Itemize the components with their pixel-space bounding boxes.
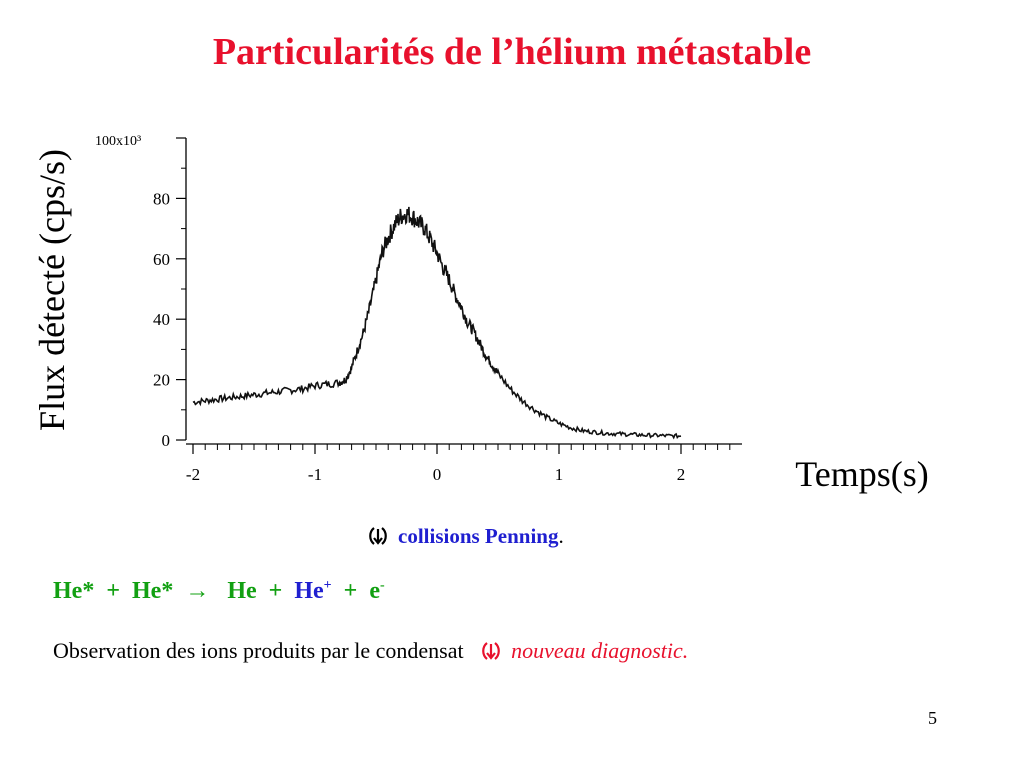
reaction-equation: He* + He* → He + He+ + e- [53,578,385,605]
series-line [192,206,682,440]
x-tick-label: -2 [186,465,200,484]
x-tick-label: -1 [308,465,322,484]
x-tick-label: 1 [555,465,564,484]
chart-ticks: 0 20 40 60 80 -2 -1 0 1 2 [153,137,731,484]
eq-he-ion: He+ [294,578,331,604]
penning-line: collisions Penning. [368,524,564,549]
page-number: 5 [928,708,937,728]
arrow-bullet-icon [369,527,387,545]
y-tick-label: 0 [162,431,171,450]
y-tick-label: 20 [153,371,170,390]
eq-electron: + e [331,578,380,604]
y-axis-label: Flux détecté (cps/s) [32,149,72,431]
y-tick-label: 80 [153,189,170,208]
eq-reactants: He* + He* [53,578,174,604]
y-unit-label: 100x10³ [95,134,141,149]
eq-he-ion-base: He [294,578,324,604]
penning-suffix: . [558,524,564,548]
y-tick-label: 60 [153,250,170,269]
chart: 0 20 40 60 80 -2 -1 0 1 2 Flux détecté (cps/s) Te… [32,134,929,494]
x-tick-label: 0 [433,465,442,484]
eq-he-ion-sup: + [323,578,332,593]
penning-text: collisions Penning [398,524,559,548]
eq-he: He + [227,578,295,604]
eq-arrow: → [185,578,210,604]
diagnostic-text: nouveau diagnostic. [511,638,689,663]
y-tick-label: 40 [153,310,170,329]
arrow-bullet-icon [482,642,500,660]
eq-electron-sup: - [379,578,385,593]
x-axis-label: Temps(s) [795,454,928,494]
observation-line: Observation des ions produits par le con… [53,638,688,664]
x-tick-label: 2 [677,465,686,484]
observation-text: Observation des ions produits par le con… [53,638,464,663]
slide-title: Particularités de l’hélium métastable [212,31,812,73]
chart-axes [185,138,742,445]
